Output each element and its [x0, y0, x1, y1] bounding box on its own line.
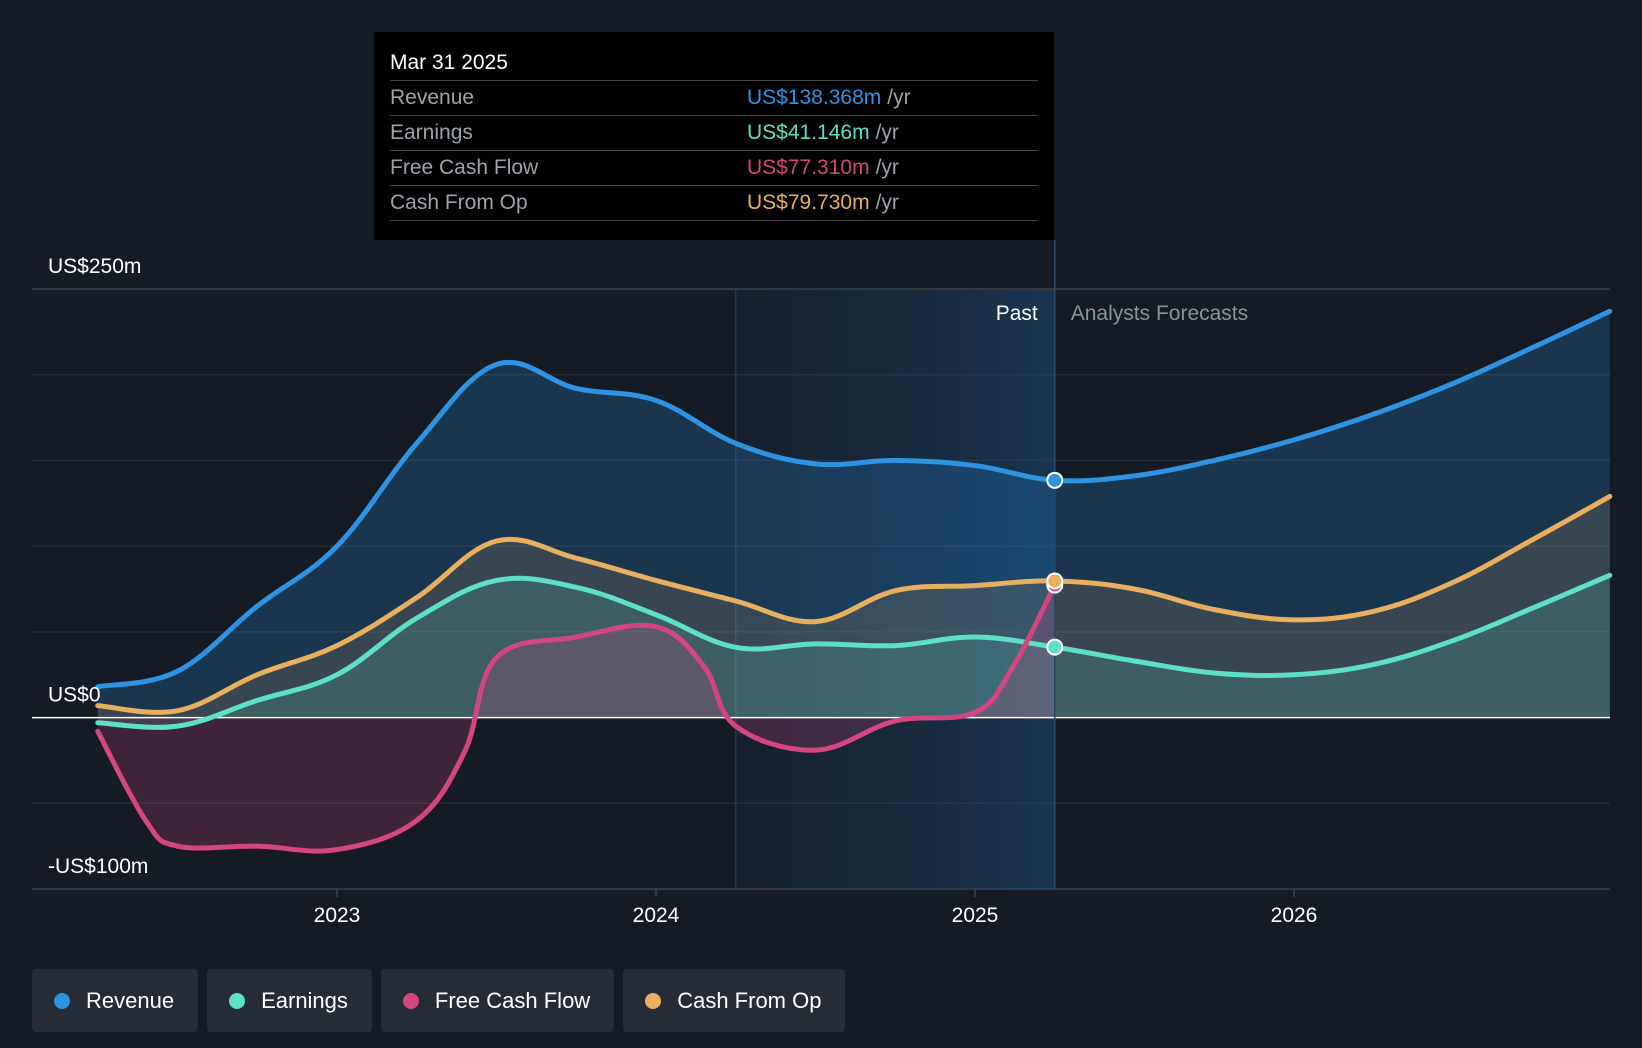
y-axis-label: US$250m: [48, 255, 141, 278]
cfo-line: [95, 493, 1613, 715]
tooltip: Mar 31 2025 Revenue US$138.368m /yr Earn…: [374, 32, 1054, 240]
legend: Revenue Earnings Free Cash Flow Cash Fro…: [32, 969, 846, 1032]
cfo-marker[interactable]: [1046, 572, 1064, 590]
cfo-dot-icon: [645, 992, 662, 1009]
tooltip-label: Revenue: [390, 86, 475, 109]
legend-label: Free Cash Flow: [434, 987, 591, 1013]
legend-item-revenue[interactable]: Revenue: [32, 969, 199, 1032]
tooltip-row-cfo: Cash From Op US$79.730m /yr: [390, 185, 1038, 221]
earnings-marker[interactable]: [1046, 638, 1064, 656]
revenue-dot-icon: [54, 992, 70, 1009]
tooltip-value: US$79.730m: [747, 191, 870, 214]
revenue-marker[interactable]: [1046, 471, 1064, 489]
legend-label: Revenue: [86, 987, 175, 1013]
tooltip-row-revenue: Revenue US$138.368m /yr: [390, 80, 1038, 115]
earnings-line: [95, 572, 1613, 730]
fcf-area: [97, 585, 1055, 852]
legend-item-earnings[interactable]: Earnings: [207, 969, 372, 1032]
earnings-area: [97, 575, 1610, 728]
tooltip-label: Cash From Op: [390, 191, 528, 214]
tooltip-label: Free Cash Flow: [390, 156, 539, 179]
tooltip-row-fcf: Free Cash Flow US$77.310m /yr: [390, 150, 1038, 185]
legend-item-cfo[interactable]: Cash From Op: [623, 969, 846, 1032]
fcf-line: [95, 582, 1058, 854]
legend-label: Earnings: [261, 987, 348, 1013]
tooltip-row-earnings: Earnings US$41.146m /yr: [390, 115, 1038, 150]
tooltip-unit: /yr: [875, 156, 899, 179]
tooltip-value: US$77.310m: [747, 156, 870, 179]
legend-item-fcf[interactable]: Free Cash Flow: [380, 969, 615, 1032]
x-axis-label: 2025: [952, 904, 999, 927]
fcf-dot-icon: [402, 992, 419, 1009]
x-axis-label: 2024: [633, 904, 680, 927]
revenue-area: [97, 311, 1610, 718]
revenue-line: [95, 308, 1613, 690]
tooltip-label: Earnings: [390, 121, 473, 144]
x-axis-label: 2023: [314, 904, 361, 927]
x-axis-label: 2026: [1271, 904, 1318, 927]
tooltip-value: US$41.146m: [747, 121, 870, 144]
tooltip-unit: /yr: [887, 86, 911, 109]
past-label: Past: [996, 302, 1038, 325]
legend-label: Cash From Op: [677, 987, 822, 1013]
tooltip-date: Mar 31 2025: [390, 51, 508, 74]
tooltip-unit: /yr: [875, 191, 899, 214]
forecast-label: Analysts Forecasts: [1071, 302, 1248, 325]
y-axis-label: US$0: [48, 684, 101, 707]
tooltip-value: US$138.368m: [747, 86, 882, 109]
y-axis-label: -US$100m: [48, 855, 148, 878]
earnings-dot-icon: [229, 992, 246, 1009]
tooltip-unit: /yr: [875, 121, 899, 144]
